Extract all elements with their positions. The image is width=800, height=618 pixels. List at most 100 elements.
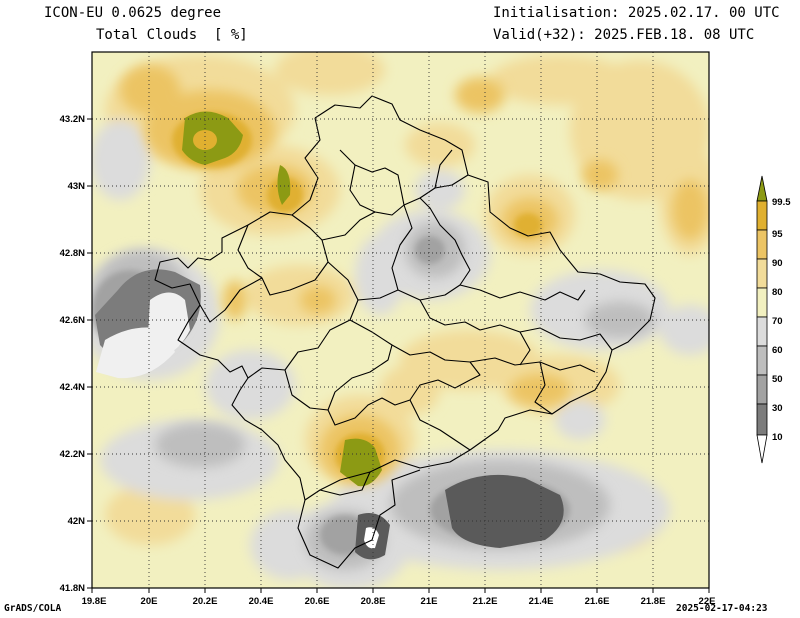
timestamp-label: 2025-02-17-04:23: [676, 603, 768, 614]
graticule: [92, 52, 709, 588]
region-border: [434, 149, 453, 189]
colorbar-label: 80: [772, 287, 783, 298]
cloud-patch: [155, 423, 245, 467]
lon-labels: 19.8E 20E 20.2E 20.4E 20.6E 20.8E 21E 21…: [82, 596, 716, 607]
region-border: [247, 261, 359, 379]
cloud-low-area: [445, 474, 564, 548]
colorbar-label: 60: [772, 345, 783, 356]
lon-label: 20E: [141, 596, 158, 607]
lat-label: 42.4N: [60, 382, 85, 393]
cloud-clear-area: [148, 292, 190, 355]
lon-label: 21E: [421, 596, 438, 607]
lon-label: 19.8E: [82, 596, 107, 607]
region-border: [391, 344, 481, 381]
variable-title: Total Clouds [ %]: [96, 27, 248, 43]
borders: [154, 95, 656, 569]
lat-label: 43N: [68, 181, 86, 192]
cloud-patch: [555, 400, 605, 440]
init-time: Initialisation: 2025.02.17. 00 UTC: [493, 5, 780, 21]
cloud-patch: [275, 52, 385, 95]
region-border: [357, 289, 399, 301]
lat-label: 42.8N: [60, 248, 85, 259]
region-border: [459, 284, 586, 301]
colorbar-swatch: [756, 287, 768, 318]
colorbar-swatch: [756, 229, 768, 260]
cloud-patch: [380, 365, 440, 415]
colorbar-swatch: [756, 345, 768, 376]
cloud-field: [92, 52, 709, 588]
cloud-patch: [105, 485, 195, 545]
cloud-patch: [510, 374, 570, 406]
colorbar: [756, 175, 768, 464]
colorbar-swatch: [756, 316, 768, 347]
lon-label: 20.4E: [249, 596, 274, 607]
cloud-peak-area: [277, 165, 291, 205]
cloud-patch: [582, 160, 618, 190]
colorbar-swatch: [756, 258, 768, 289]
cloud-patch: [120, 65, 180, 115]
lon-label: 20.8E: [361, 596, 386, 607]
cloud-clear-area: [364, 527, 379, 549]
region-border: [339, 149, 405, 206]
lat-label: 43.2N: [60, 114, 85, 125]
region-border: [349, 164, 376, 213]
colorbar-labels: 99.5 95 90 80 70 60 50 30 10: [772, 197, 791, 443]
colorbar-label: 10: [772, 432, 783, 443]
cloud-patch: [514, 213, 542, 237]
cloud-patch: [455, 77, 505, 113]
cloud-patch: [490, 55, 630, 105]
lon-label: 21.8E: [641, 596, 666, 607]
region-border: [319, 471, 371, 496]
cloud-patch: [405, 123, 475, 167]
lat-label: 42.2N: [60, 449, 85, 460]
cloud-peak-area: [340, 438, 382, 487]
cloud-patch: [355, 235, 405, 315]
cloud-patch: [660, 305, 709, 355]
cloud-patch: [415, 170, 465, 210]
region-border: [519, 331, 531, 366]
colorbar-label: 99.5: [772, 197, 791, 208]
valid-time: Valid(+32): 2025.FEB.18. 08 UTC: [493, 27, 755, 43]
colorbar-label: 70: [772, 316, 783, 327]
region-border: [321, 174, 469, 241]
cloud-patch: [672, 180, 708, 240]
cloud-patch: [415, 236, 445, 264]
lon-label: 21.4E: [529, 596, 554, 607]
lon-label: 21.6E: [585, 596, 610, 607]
region-border: [199, 277, 263, 323]
colorbar-label: 95: [772, 229, 783, 240]
cloud-patch: [245, 265, 355, 325]
colorbar-bottom-arrow: [756, 434, 768, 464]
lon-label: 20.2E: [193, 596, 218, 607]
cloud-patch: [205, 350, 295, 420]
lat-label: 42N: [68, 516, 86, 527]
region-border: [419, 299, 613, 351]
colorbar-swatch: [756, 374, 768, 405]
colorbar-label: 90: [772, 258, 783, 269]
region-border: [327, 319, 471, 426]
lat-label: 42.6N: [60, 315, 85, 326]
region-border: [534, 361, 553, 415]
region-border: [409, 399, 471, 451]
colorbar-label: 30: [772, 403, 783, 414]
lat-labels: 43.2N 43N 42.8N 42.6N 42.4N 42.2N 42N 41…: [60, 114, 85, 594]
region-border: [237, 214, 329, 296]
tick-marks: [87, 118, 710, 593]
country-border: [297, 95, 656, 569]
region-border: [391, 197, 471, 301]
colorbar-label: 50: [772, 374, 783, 385]
colorbar-swatch: [756, 200, 768, 231]
credit-label: GrADS/COLA: [4, 603, 62, 614]
lon-label: 22E: [699, 596, 716, 607]
region-border: [284, 369, 329, 411]
country-border: [154, 117, 321, 501]
cloud-patch: [223, 280, 247, 320]
model-title: ICON-EU 0.0625 degree: [44, 5, 222, 21]
colorbar-top-arrow: [756, 175, 768, 202]
lon-label: 20.6E: [305, 596, 330, 607]
cloud-patch: [300, 286, 336, 314]
cloud-patch: [92, 120, 150, 200]
lat-label: 41.8N: [60, 583, 85, 594]
lon-label: 21.2E: [473, 596, 498, 607]
